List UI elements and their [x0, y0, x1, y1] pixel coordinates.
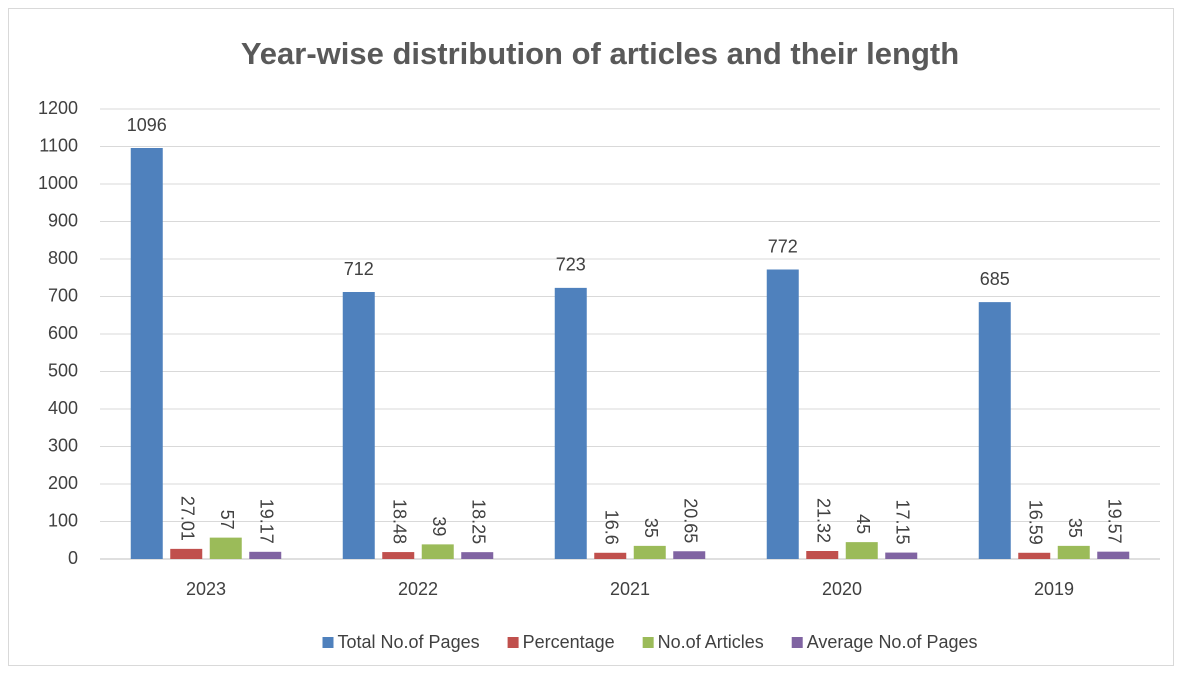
legend-swatch — [322, 637, 334, 648]
data-label: 18.48 — [390, 499, 410, 544]
data-label: 772 — [768, 236, 798, 256]
legend-label: Percentage — [523, 632, 615, 652]
data-label: 17.15 — [893, 500, 913, 545]
data-label: 16.6 — [602, 510, 622, 545]
data-label: 35 — [1065, 518, 1085, 538]
y-tick-label: 100 — [48, 510, 78, 530]
data-label: 19.57 — [1105, 499, 1125, 544]
data-label: 18.25 — [469, 499, 489, 544]
bar — [633, 545, 666, 559]
y-tick-label: 0 — [68, 548, 78, 568]
x-tick-label: 2021 — [610, 579, 650, 599]
x-tick-label: 2019 — [1034, 579, 1074, 599]
bar — [554, 287, 587, 559]
bar — [806, 551, 839, 559]
bar — [209, 537, 242, 559]
y-tick-label: 500 — [48, 360, 78, 380]
bar — [170, 548, 203, 559]
bar — [1097, 551, 1130, 559]
data-label: 57 — [217, 510, 237, 530]
data-label: 1096 — [127, 115, 167, 135]
y-tick-label: 800 — [48, 248, 78, 268]
y-tick-label: 1000 — [38, 173, 78, 193]
bar — [845, 542, 878, 559]
legend-swatch — [791, 637, 803, 648]
data-label: 20.65 — [681, 498, 701, 543]
data-label: 16.59 — [1026, 500, 1046, 545]
data-label: 19.17 — [257, 499, 277, 544]
bar — [382, 552, 415, 559]
y-tick-label: 700 — [48, 285, 78, 305]
data-label: 685 — [980, 269, 1010, 289]
legend-swatch — [642, 637, 654, 648]
data-label: 712 — [344, 259, 374, 279]
data-label: 39 — [429, 516, 449, 536]
bar — [594, 552, 627, 559]
data-label: 35 — [641, 518, 661, 538]
data-label: 723 — [556, 255, 586, 275]
bar — [249, 551, 282, 559]
bar — [130, 148, 163, 559]
data-label: 45 — [853, 514, 873, 534]
y-tick-label: 900 — [48, 210, 78, 230]
bar — [1057, 545, 1090, 559]
x-tick-label: 2023 — [186, 579, 226, 599]
x-tick-label: 2020 — [822, 579, 862, 599]
y-tick-label: 1100 — [39, 135, 78, 155]
legend-label: No.of Articles — [658, 632, 764, 652]
y-tick-label: 300 — [48, 435, 78, 455]
data-label: 21.32 — [814, 498, 834, 543]
y-tick-label: 1200 — [38, 98, 78, 118]
chart-title: Year-wise distribution of articles and t… — [241, 36, 959, 71]
bar — [342, 292, 375, 559]
bar — [766, 269, 799, 559]
legend-swatch — [507, 637, 519, 648]
data-label: 27.01 — [178, 496, 198, 541]
bar — [1018, 552, 1051, 559]
y-tick-label: 600 — [48, 323, 78, 343]
bar — [673, 551, 706, 559]
bar — [421, 544, 454, 559]
bar — [978, 302, 1011, 559]
y-tick-label: 400 — [48, 398, 78, 418]
bar — [461, 552, 494, 559]
x-tick-label: 2022 — [398, 579, 438, 599]
y-tick-label: 200 — [48, 473, 78, 493]
legend-label: Average No.of Pages — [807, 632, 978, 652]
legend-label: Total No.of Pages — [338, 632, 480, 652]
bar — [885, 552, 918, 559]
